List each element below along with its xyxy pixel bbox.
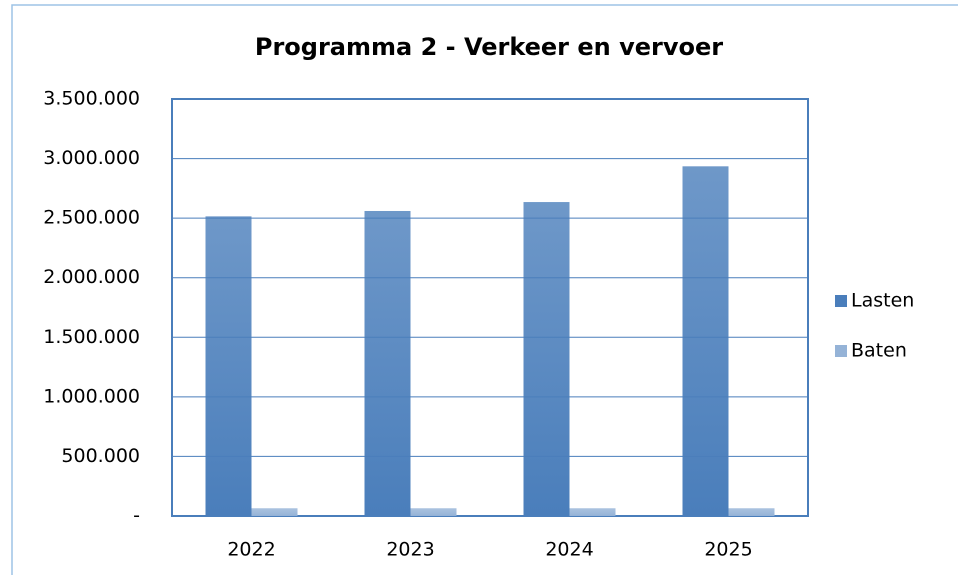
y-tick-label: 3.500.000 [43, 88, 140, 110]
bar [205, 216, 252, 516]
bar [682, 166, 729, 516]
x-tick-label: 2022 [227, 539, 275, 561]
x-tick-label: 2024 [545, 539, 593, 561]
bar [569, 508, 616, 516]
y-tick-label: 3.000.000 [43, 147, 140, 169]
chart-title: Programma 2 - Verkeer en vervoer [255, 33, 723, 61]
chart-frame [11, 4, 958, 575]
legend-label: Lasten [851, 290, 914, 312]
x-tick-label: 2025 [704, 539, 752, 561]
y-tick-label: 500.000 [61, 445, 140, 467]
x-tick-label: 2023 [386, 539, 434, 561]
bar [523, 202, 570, 516]
bar [410, 508, 457, 516]
legend-label: Baten [851, 340, 907, 362]
legend-swatch [835, 345, 847, 357]
y-tick-label: 1.500.000 [43, 326, 140, 348]
bar [728, 508, 775, 516]
bar [251, 508, 298, 516]
y-tick-label: 2.500.000 [43, 207, 140, 229]
bar [364, 210, 411, 516]
y-tick-label: - [133, 505, 140, 527]
legend-swatch [835, 295, 847, 307]
y-tick-label: 2.000.000 [43, 266, 140, 288]
y-tick-label: 1.000.000 [43, 385, 140, 407]
